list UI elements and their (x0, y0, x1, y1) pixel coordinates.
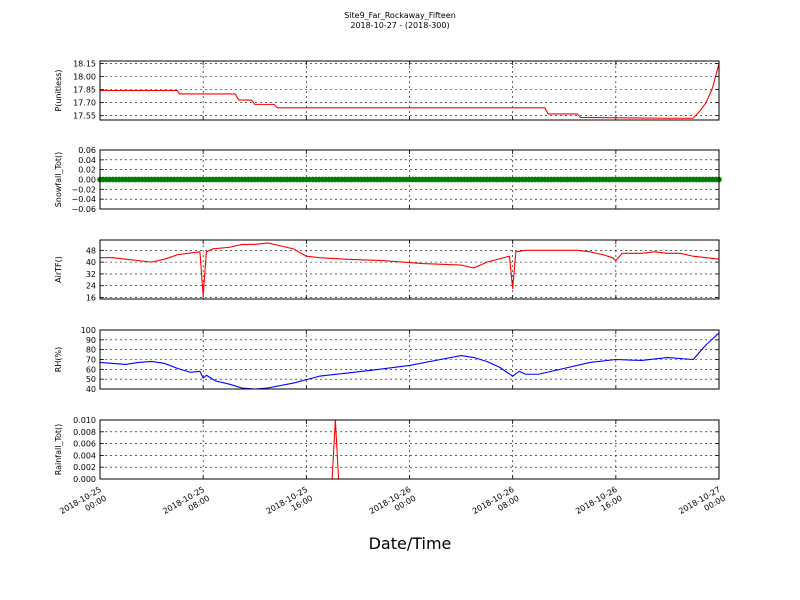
x-tick-label: 2018-10-2500:00 (58, 485, 108, 525)
y-tick-label: 17.55 (73, 112, 96, 121)
y-tick-label: 17.70 (73, 99, 96, 108)
y-tick-label: 100 (81, 326, 96, 335)
y-tick-label: 60 (86, 365, 96, 374)
y-tick-label: −0.02 (71, 185, 96, 194)
y-tick-label: 0.008 (73, 428, 96, 437)
y-axis-label-rh: RH(%) (54, 347, 63, 372)
y-tick-label: 0.04 (78, 156, 96, 165)
y-tick-label: 17.85 (73, 86, 96, 95)
x-tick-label: 2018-10-2700:00 (677, 485, 727, 525)
axes-frame-snowfall (99, 149, 720, 210)
chart-subtitle: 2018-10-27 - (2018-300) (350, 21, 450, 30)
y-tick-label: 0.002 (73, 463, 96, 472)
y-tick-label: 0.00 (78, 176, 96, 185)
series-line-rh (99, 332, 720, 390)
series-snowfall (97, 176, 722, 183)
panel-rainfall: 0.000 0.002 0.004 0.006 0.008 0.010 Rainfall_T… (54, 416, 720, 484)
axes-frame-rh (99, 329, 720, 390)
y-tick-label: −0.04 (71, 195, 96, 204)
x-axis: 2018-10-2500:00 2018-10-2508:00 2018-10-25… (58, 485, 727, 525)
plot-area-rainfall (100, 420, 719, 479)
axes-frame-airtemp (99, 239, 720, 300)
y-tick-label: −0.06 (71, 205, 96, 214)
panel-airtemp: 16 24 32 40 48 AirTF() (54, 239, 720, 303)
x-tick-label: 2018-10-2600:00 (368, 485, 418, 525)
y-tick-label: 32 (86, 270, 96, 279)
x-tick-label: 2018-10-2608:00 (471, 485, 521, 525)
y-tick-label: 0.06 (78, 146, 96, 155)
y-tick-label: 80 (86, 346, 96, 355)
x-axis-label: Date/Time (368, 534, 452, 553)
y-tick-label: 90 (86, 336, 96, 345)
y-tick-label: 70 (86, 356, 96, 365)
y-tick-label: 0.010 (73, 416, 96, 425)
y-tick-label: 0.02 (78, 166, 96, 175)
y-axis-label-rainfall: Rainfall_Tot() (54, 424, 63, 476)
panel-snowfall: −0.06−0.04−0.020.000.020.040.06 Snowfall_… (54, 146, 722, 214)
chart-title: Site9_Far_Rockaway_Fifteen (344, 11, 456, 20)
y-tick-label: 40 (86, 258, 96, 267)
axes-frame-pressure (99, 60, 720, 121)
axes-frame-rainfall (99, 419, 720, 480)
x-tick-label: 2018-10-2508:00 (161, 485, 211, 525)
y-axis-label-airtemp: AirTF() (54, 256, 63, 283)
y-tick-label: 24 (86, 282, 96, 291)
y-axis-label-snowfall: Snowfall_Tot() (54, 152, 63, 208)
series-line-pressure (100, 63, 720, 119)
plot-area-pressure (100, 61, 719, 120)
x-tick-label: 2018-10-2616:00 (574, 485, 624, 525)
y-tick-label: 18.00 (73, 73, 96, 82)
y-axis-label-pressure: P(unitless) (54, 69, 63, 111)
y-tick-label: 16 (86, 294, 96, 303)
series-line-airtemp (100, 242, 720, 297)
y-tick-label: 18.15 (73, 60, 96, 69)
y-tick-label: 50 (86, 375, 96, 384)
y-tick-label: 0.006 (73, 440, 96, 449)
panel-pressure: 17.55 17.70 17.85 18.00 18.15 P(unitless) (54, 60, 720, 121)
x-tick-label: 2018-10-2516:00 (265, 485, 315, 525)
y-tick-label: 0.004 (73, 451, 96, 460)
y-tick-label: 0.000 (73, 475, 96, 484)
y-tick-label: 40 (86, 385, 96, 394)
y-tick-label: 48 (86, 246, 96, 255)
